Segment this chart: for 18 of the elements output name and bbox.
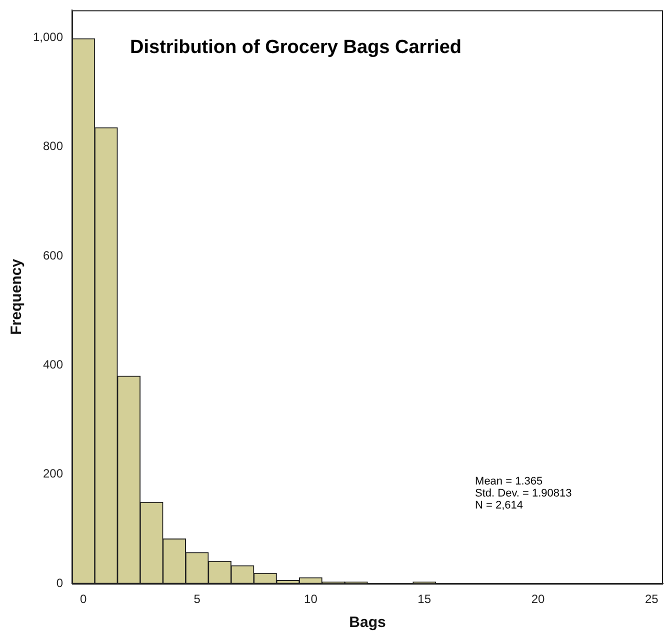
annotation: N = 2,614 <box>475 500 524 512</box>
x-tick-label: 5 <box>194 592 201 606</box>
x-tick-label: 25 <box>644 592 659 606</box>
y-tick-label: 400 <box>43 357 64 372</box>
x-tick-label: 20 <box>531 592 545 606</box>
annotation: Mean = 1.365 <box>475 476 543 488</box>
y-axis-title: Frequency <box>8 258 26 335</box>
annotation: Std. Dev. = 1.90813 <box>475 488 572 500</box>
text: Distribution of Grocery Bags Carried <box>130 36 462 58</box>
y-tick-label: 0 <box>56 576 64 590</box>
x-tick-label: 10 <box>304 592 318 606</box>
x-axis-title: Bags <box>349 614 386 632</box>
x-tick-label: 0 <box>80 592 88 606</box>
x-tick-label: 15 <box>418 592 432 606</box>
y-tick-label: 1,000 <box>33 30 64 44</box>
y-tick-label: 200 <box>43 466 64 481</box>
y-tick-label: 800 <box>43 139 64 154</box>
y-tick-label: 600 <box>43 248 64 262</box>
